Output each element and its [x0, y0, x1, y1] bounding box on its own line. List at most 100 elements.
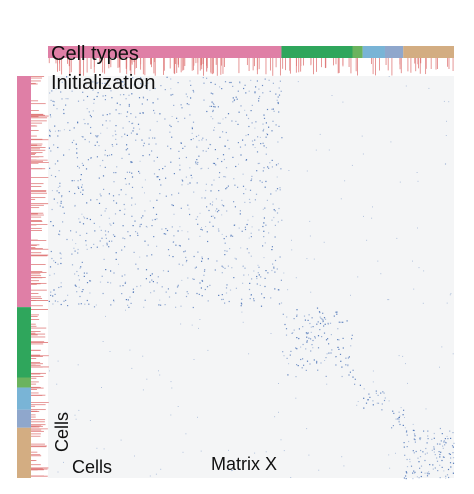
matrix-dot — [89, 280, 92, 282]
matrix-dot — [63, 300, 65, 302]
matrix-dot — [276, 188, 279, 190]
matrix-dot — [431, 449, 433, 451]
matrix-dot — [296, 309, 298, 311]
matrix-dot — [54, 130, 56, 132]
matrix-dot — [113, 85, 116, 87]
matrix-dot — [66, 238, 68, 241]
matrix-dot — [189, 80, 191, 82]
matrix-dot — [242, 265, 244, 267]
matrix-dot — [60, 253, 62, 255]
matrix-dot — [258, 100, 260, 102]
matrix-dot — [151, 219, 154, 221]
matrix-dot — [154, 112, 156, 114]
matrix-dot — [265, 147, 267, 149]
matrix-dot — [124, 246, 126, 248]
matrix-dot — [248, 237, 250, 239]
matrix-dot — [180, 142, 182, 144]
matrix-dot — [239, 82, 241, 84]
matrix-dot — [179, 164, 181, 166]
matrix-dot — [173, 104, 175, 106]
matrix-dot — [319, 311, 321, 314]
matrix-dot — [179, 169, 181, 171]
matrix-dot — [372, 370, 374, 372]
matrix-dot — [280, 90, 282, 92]
matrix-dot — [450, 293, 452, 295]
matrix-dot — [53, 198, 55, 200]
matrix-dot — [115, 258, 117, 260]
matrix-dot — [266, 108, 269, 111]
matrix-dot — [205, 226, 207, 227]
matrix-dot — [69, 80, 71, 82]
matrix-dot — [172, 256, 174, 258]
matrix-dot — [224, 242, 226, 244]
matrix-dot — [114, 235, 116, 237]
matrix-dot — [75, 143, 77, 145]
matrix-dot — [410, 465, 413, 467]
matrix-dot — [63, 109, 65, 111]
matrix-dot — [68, 149, 70, 151]
matrix-dot — [329, 322, 332, 324]
matrix-dot — [437, 470, 439, 472]
matrix-dot — [187, 231, 189, 233]
matrix-dot — [95, 135, 97, 137]
matrix-dot — [214, 83, 216, 85]
matrix-dot — [171, 116, 173, 117]
matrix-dot — [241, 311, 243, 313]
matrix-dot — [262, 123, 264, 125]
matrix-dot — [200, 287, 202, 289]
matrix-dot — [296, 314, 298, 316]
matrix-dot — [217, 122, 219, 124]
matrix-dot — [426, 442, 428, 444]
matrix-dot — [403, 409, 405, 411]
matrix-dot — [123, 203, 125, 206]
matrix-dot — [143, 306, 145, 308]
matrix-dot — [187, 204, 189, 206]
matrix-dot — [97, 92, 99, 94]
matrix-dot — [257, 136, 259, 138]
matrix-dot — [443, 470, 445, 472]
matrix-dot — [251, 226, 253, 228]
matrix-dot — [146, 88, 148, 90]
matrix-dot — [376, 402, 378, 404]
matrix-dot — [398, 411, 400, 413]
matrix-dot — [127, 299, 129, 301]
matrix-dot — [228, 300, 230, 303]
matrix-dot — [440, 440, 442, 442]
matrix-dot — [158, 370, 159, 372]
matrix-dot — [156, 120, 158, 123]
matrix-dot — [306, 333, 308, 335]
matrix-dot — [418, 477, 420, 479]
matrix-dot — [273, 216, 275, 219]
matrix-dot — [107, 281, 109, 283]
matrix-dot — [82, 136, 84, 138]
matrix-dot — [156, 156, 158, 158]
cell-type-segment-left — [17, 409, 31, 428]
matrix-dot — [271, 219, 273, 221]
matrix-dot — [433, 446, 435, 448]
matrix-dot — [124, 178, 126, 180]
matrix-dot — [221, 233, 223, 235]
matrix-dot — [226, 187, 228, 189]
matrix-dot — [192, 306, 194, 309]
matrix-dot — [65, 411, 67, 413]
matrix-dot — [112, 234, 115, 236]
matrix-dot — [193, 255, 195, 258]
matrix-dot — [264, 285, 266, 288]
matrix-dot — [59, 130, 61, 132]
matrix-dot — [441, 346, 443, 348]
matrix-dot — [71, 141, 73, 144]
matrix-dot — [282, 313, 284, 315]
matrix-dot — [75, 418, 77, 420]
matrix-dot — [251, 278, 253, 280]
matrix-dot — [201, 227, 202, 228]
matrix-dot — [145, 278, 147, 280]
matrix-dot — [245, 92, 247, 94]
matrix-dot — [85, 240, 87, 242]
matrix-dot — [273, 209, 275, 211]
matrix-dot — [126, 148, 129, 150]
matrix-dot — [241, 298, 243, 300]
matrix-dot — [167, 145, 169, 147]
matrix-dot — [247, 219, 249, 221]
matrix-dot — [56, 190, 58, 192]
matrix-dot — [82, 289, 84, 291]
